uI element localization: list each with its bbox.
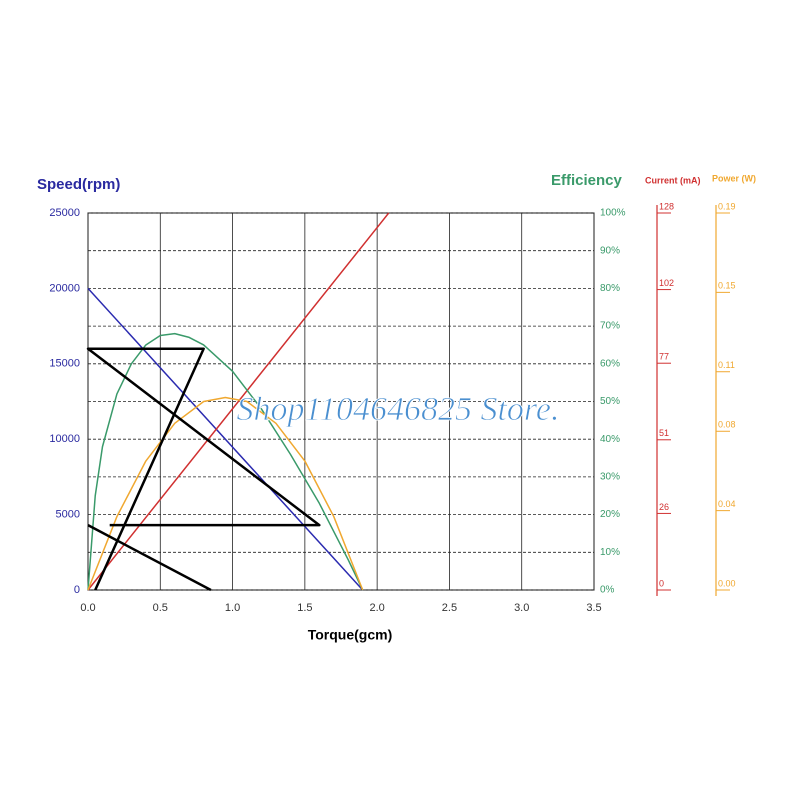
y4-tick-label: 0.08 — [718, 420, 736, 430]
y4-tick-label: 0.00 — [718, 578, 736, 588]
x-tick-label: 0.5 — [153, 602, 168, 614]
x-tick-label: 2.0 — [369, 602, 384, 614]
y2-tick-label: 40% — [600, 434, 620, 445]
x-axis-title: Torque(gcm) — [308, 627, 393, 643]
y2-tick-label: 50% — [600, 396, 620, 407]
y3-tick-label: 128 — [659, 201, 674, 211]
watermark: Shop1104646825 Store. — [237, 391, 560, 428]
y3-tick-label: 51 — [659, 428, 669, 438]
y3-tick-label: 26 — [659, 502, 669, 512]
plot-area: 0.0 0.5 1.0 1.5 2.0 2.5 3.0 3.5 0 5000 10000 15000 2… — [49, 201, 735, 614]
x-tick-label: 3.5 — [586, 602, 601, 614]
y-tick-label: 15000 — [49, 358, 80, 370]
y4-tick-label: 0.04 — [718, 499, 736, 509]
series-line — [87, 396, 364, 591]
y2-tick-label: 30% — [600, 472, 620, 483]
y3-tick-label: 77 — [659, 352, 669, 362]
power-axis-title: Power (W) — [712, 173, 756, 183]
series-line — [86, 347, 321, 592]
series-line — [87, 332, 364, 591]
y-tick-label: 25000 — [49, 207, 80, 219]
y2-tick-label: 20% — [600, 509, 620, 520]
y-tick-label: 10000 — [49, 433, 80, 445]
x-tick-label: 2.5 — [442, 602, 457, 614]
y2-tick-label: 10% — [600, 547, 620, 558]
y-tick-label: 5000 — [56, 509, 80, 521]
y3-tick-label: 102 — [659, 278, 674, 288]
y4-tick-label: 0.11 — [718, 360, 735, 370]
series-line — [87, 287, 364, 591]
y3-tick-label: 0 — [659, 578, 664, 588]
y-tick-label: 0 — [74, 584, 80, 596]
x-tick-label: 3.0 — [514, 602, 529, 614]
y2-tick-label: 0% — [600, 585, 615, 596]
current-axis-title: Current (mA) — [645, 175, 701, 185]
x-tick-label: 1.5 — [297, 602, 312, 614]
y4-tick-label: 0.15 — [718, 281, 736, 291]
speed-axis-title: Speed(rpm) — [37, 176, 120, 193]
y2-tick-label: 80% — [600, 283, 620, 294]
efficiency-axis-title: Efficiency — [551, 172, 623, 189]
y2-tick-label: 90% — [600, 245, 620, 256]
x-tick-label: 0.0 — [80, 602, 95, 614]
y2-tick-label: 60% — [600, 358, 620, 369]
y4-tick-label: 0.19 — [718, 201, 736, 211]
series-line — [87, 212, 390, 591]
y2-tick-label: 70% — [600, 321, 620, 332]
y2-tick-label: 100% — [600, 208, 626, 219]
x-tick-label: 1.0 — [225, 602, 240, 614]
y-tick-label: 20000 — [49, 282, 80, 294]
